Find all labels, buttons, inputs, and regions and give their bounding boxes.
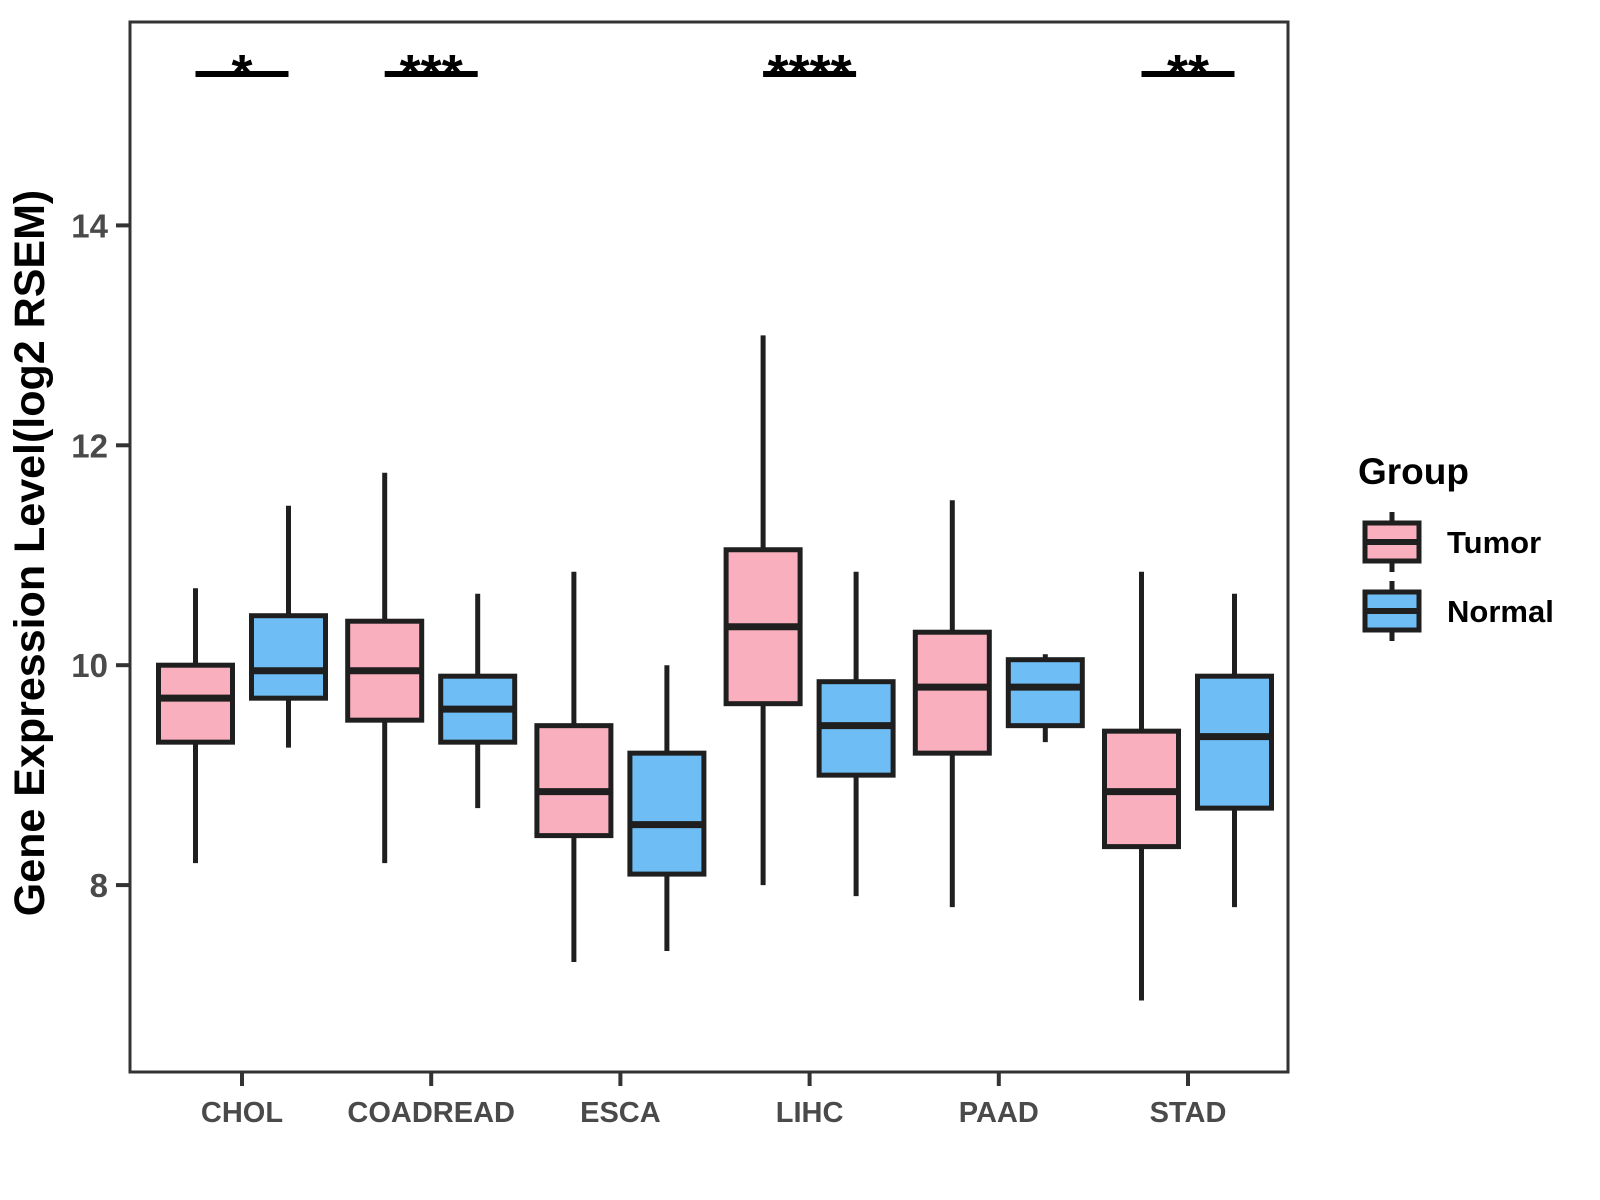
box-coadread-normal (438, 593, 518, 809)
iqr-box (1195, 673, 1274, 811)
significance-chol: * (195, 44, 289, 104)
x-tick-label-paad: PAAD (959, 1097, 1039, 1129)
x-tick-label-coadread: COADREAD (347, 1097, 515, 1129)
iqr-box (249, 613, 328, 701)
significance-stars: ** (1167, 44, 1209, 104)
box-chol-tumor (156, 588, 235, 864)
legend-label-normal: Normal (1447, 594, 1554, 629)
significance-coadread: *** (384, 44, 478, 104)
iqr-box (156, 662, 235, 745)
legend-key-tumor (1362, 512, 1422, 572)
box-chol-normal (249, 505, 328, 748)
legend-label-tumor: Tumor (1447, 525, 1541, 560)
box-lihc-normal (816, 571, 896, 897)
box-coadread-tumor (345, 472, 425, 864)
significance-stars: *** (400, 44, 463, 104)
box-paad-tumor (912, 500, 992, 908)
significance-stars: * (231, 44, 252, 104)
box-esca-normal (627, 665, 707, 952)
box-stad-normal (1195, 593, 1274, 908)
iqr-box (534, 723, 614, 839)
significance-lihc: **** (763, 44, 857, 104)
y-tick-label: 8 (90, 867, 108, 904)
y-axis: 8 10 12 14 (71, 207, 130, 904)
y-tick-label: 12 (71, 427, 108, 464)
legend: Group Tumor Normal (1358, 451, 1554, 641)
plot-panel (128, 20, 1290, 1074)
box-esca-tumor (534, 571, 614, 963)
x-tick-label-lihc: LIHC (776, 1097, 844, 1129)
y-tick-label: 10 (71, 647, 108, 684)
iqr-box (912, 629, 992, 756)
significance-stad: ** (1141, 44, 1235, 104)
x-axis: CHOL COADREAD ESCA LIHC PAAD STAD (201, 1072, 1226, 1129)
iqr-box (627, 750, 707, 877)
box-stad-tumor (1102, 571, 1181, 1001)
significance-stars: **** (768, 44, 852, 104)
box-paad-normal (1005, 654, 1085, 743)
y-tick-label: 14 (71, 207, 108, 244)
x-tick-label-chol: CHOL (201, 1097, 283, 1129)
iqr-box (1005, 657, 1085, 729)
box-lihc-tumor (723, 335, 803, 886)
x-tick-label-stad: STAD (1150, 1097, 1227, 1129)
y-axis-title: Gene Expression Level(log2 RSEM) (6, 190, 54, 916)
legend-title: Group (1358, 451, 1469, 492)
x-tick-label-esca: ESCA (580, 1097, 661, 1129)
legend-key-normal (1362, 581, 1422, 641)
